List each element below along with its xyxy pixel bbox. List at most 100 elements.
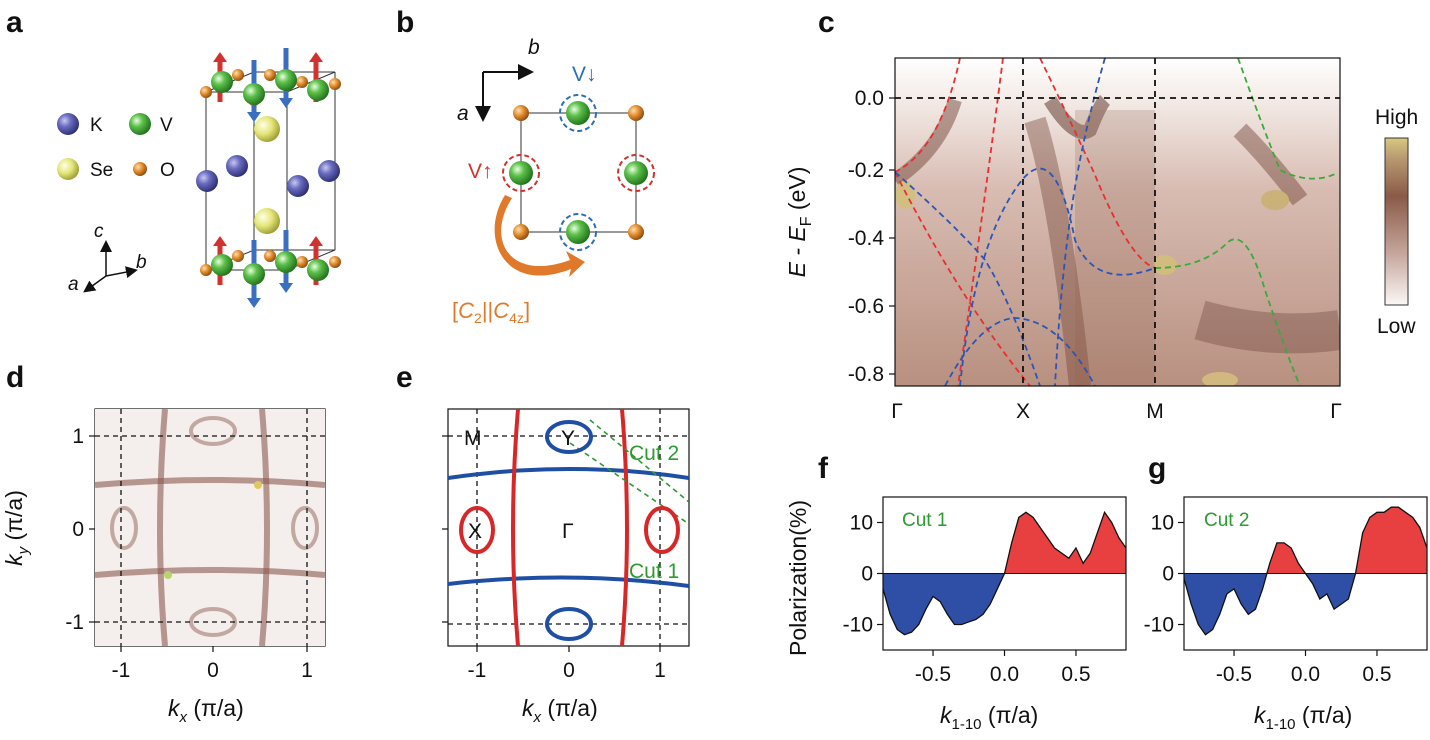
- panel-label-g: g: [1148, 452, 1166, 485]
- cut-1-label: Cut 1: [629, 560, 679, 583]
- v-atoms: [502, 94, 655, 251]
- band-blue-3: [959, 167, 1156, 386]
- e-xtick-label: 1: [654, 659, 666, 682]
- x-pocket-right: [644, 506, 680, 554]
- panel-label-d: d: [6, 361, 24, 394]
- e-xtick-label: 0: [563, 659, 575, 682]
- panel-c-ylabel: E - EF (eV): [784, 167, 815, 278]
- polarization-curve: [1183, 506, 1428, 636]
- v-down-label: V↓: [572, 63, 597, 86]
- colorbar-high-label: High: [1375, 106, 1418, 129]
- e-xtick-label: -1: [468, 659, 487, 682]
- legend-v-atom: [129, 113, 151, 135]
- panel-g-ticks: -0.5 0.0 0.5 10 0 -10: [1144, 512, 1392, 687]
- positive-polarization-area: [1266, 542, 1306, 574]
- colorbar-low-label: Low: [1377, 315, 1416, 338]
- d-ytick-label: 0: [72, 518, 84, 541]
- pol-xtick-label: 0.0: [990, 663, 1019, 686]
- positive-polarization-area: [1355, 507, 1427, 574]
- panel-f-ylabel: Polarization(%): [785, 500, 811, 656]
- c-xtick-label: Γ: [891, 400, 903, 423]
- panel-f-title: Cut 1: [902, 510, 947, 531]
- panel-e-frame: [447, 408, 690, 647]
- cut-2-line: [589, 419, 689, 503]
- legend-k-atom: [57, 113, 79, 135]
- polarization-curve: [882, 510, 1127, 636]
- atoms-bottom-layer: [200, 250, 341, 285]
- d-ytick-label: -1: [65, 611, 84, 634]
- legend-o-atom: [133, 162, 147, 176]
- v-up-label: V↑: [468, 160, 493, 183]
- red-fs-right: [620, 409, 629, 646]
- panel-c-frame: [894, 57, 1341, 387]
- panel-g-polarization: Cut 2 -0.5 0.0 0.5 10 0 -10 k1-10 (π/a): [1144, 496, 1428, 733]
- positive-polarization-area: [1004, 512, 1126, 574]
- a-axis-label: a: [457, 102, 469, 125]
- panel-e-ticks: -1 0 1: [442, 435, 666, 682]
- band-red-4: [895, 171, 1031, 386]
- panel-f-plot: [882, 510, 1127, 636]
- panel-f-xlabel: k1-10 (π/a): [940, 702, 1038, 733]
- y-pocket: [545, 420, 593, 454]
- band-red-2: [957, 58, 1004, 386]
- d-xtick-label: 0: [207, 659, 219, 682]
- corner-o-atoms: [513, 105, 644, 240]
- pol-ytick-label: -10: [843, 614, 873, 637]
- panel-c-y-ticks: 0.0 -0.2 -0.4 -0.6 -0.8: [848, 87, 895, 386]
- negative-polarization-area: [1184, 573, 1267, 635]
- band-green-2: [1154, 238, 1301, 386]
- m-point-label: M: [464, 427, 482, 450]
- spin-arrowheads-up: [213, 52, 323, 246]
- pol-ytick-label: 10: [1151, 512, 1174, 535]
- d-ytick-label: 1: [72, 425, 84, 448]
- panel-c-arpes: 0.0 -0.2 -0.4 -0.6 -0.8 Γ X M Γ E - EF (eV) Hig…: [784, 57, 1418, 423]
- panel-d-ticks: -1 0 1 1 0 -1: [65, 425, 313, 682]
- legend-k-label: K: [90, 115, 103, 136]
- spin-arrowheads-down: [247, 98, 293, 308]
- panel-a-crystal-structure: K V Se O c b a: [57, 48, 341, 308]
- x-pocket: [459, 506, 495, 554]
- band-green-1: [1237, 58, 1336, 180]
- legend-v-label: V: [160, 115, 173, 136]
- panel-b-square-lattice: b a V↓ V↑ [C2||C4z]: [452, 36, 655, 326]
- panel-d-fermi-surface: -1 0 1 1 0 -1 kx (π/a) ky (π/a): [1, 408, 326, 726]
- legend-se-atom: [57, 158, 79, 180]
- c-xtick-label: Γ: [1330, 400, 1342, 423]
- atoms-middle: [196, 116, 340, 234]
- panel-g-title: Cut 2: [1204, 510, 1249, 531]
- red-fs-left: [511, 409, 520, 646]
- c-ytick-label: -0.8: [848, 363, 884, 386]
- pol-xtick-label: 0.5: [1061, 663, 1090, 686]
- fermi-surface-intensity: [95, 409, 325, 646]
- band-blue-4: [944, 317, 1096, 386]
- panel-d-xlabel: kx (π/a): [168, 695, 244, 726]
- panel-g-xlabel: k1-10 (π/a): [1254, 702, 1352, 733]
- panel-label-e: e: [396, 361, 413, 394]
- atoms-top-layer: [200, 69, 341, 106]
- panel-d-ylabel: ky (π/a): [1, 490, 32, 566]
- blue-fs-upper: [448, 467, 689, 480]
- pol-xtick-label: 0.0: [1291, 663, 1320, 686]
- panel-label-c: c: [818, 6, 835, 39]
- pol-xtick-label: -0.5: [1216, 663, 1252, 686]
- axis-a-label: a: [68, 274, 79, 295]
- panel-f-polarization: Cut 1 -0.5 0.0 0.5 10 0 -10 Polarization(%) k…: [785, 496, 1127, 733]
- arpes-features: [895, 95, 1340, 386]
- colorbar: [1384, 137, 1409, 306]
- axis-b-label: b: [136, 252, 147, 273]
- axes-indicator-a: [83, 240, 138, 293]
- panel-label-f: f: [818, 452, 829, 485]
- blue-fs-lower: [448, 575, 689, 588]
- pol-ytick-label: 10: [850, 512, 873, 535]
- panel-label-b: b: [396, 6, 414, 39]
- c-ytick-label: -0.2: [848, 159, 884, 182]
- d-xtick-label: 1: [301, 659, 313, 682]
- panel-f-ticks: -0.5 0.0 0.5 10 0 -10: [843, 512, 1091, 687]
- pol-xtick-label: 0.5: [1362, 663, 1391, 686]
- gamma-point-label: Γ: [562, 520, 574, 543]
- pol-ytick-label: -10: [1144, 614, 1174, 637]
- panel-label-a: a: [6, 6, 23, 39]
- legend-se-label: Se: [90, 160, 113, 181]
- rotation-arrow: [494, 195, 585, 277]
- pol-xtick-label: -0.5: [915, 663, 951, 686]
